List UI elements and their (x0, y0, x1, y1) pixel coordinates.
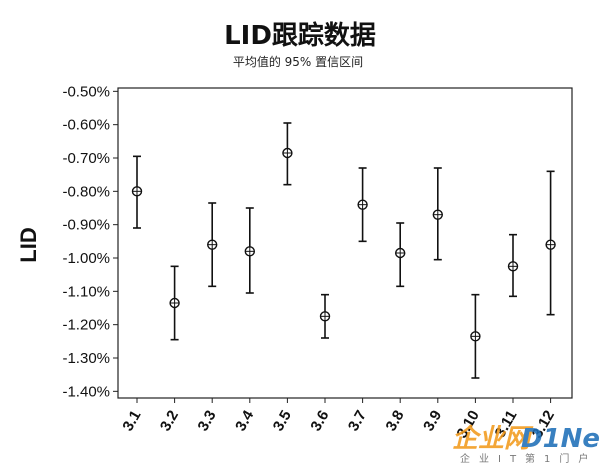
y-tick-label: -0.50% (62, 83, 110, 100)
interval-3.1 (131, 155, 143, 229)
chart-subtitle: 平均值的 95% 置信区间 (233, 54, 363, 69)
x-tick-label: 3.6 (307, 408, 332, 435)
interval-3.8 (395, 222, 406, 288)
y-tick-label: -0.60% (62, 117, 110, 134)
watermark-tagline: 企业IT第1门户 (460, 452, 597, 465)
interval-3.3 (206, 202, 218, 288)
watermark-brand-2: D1Net (521, 424, 600, 454)
y-axis-label: LID (16, 227, 41, 262)
interval-3.5 (282, 122, 293, 186)
x-tick-label: 3.7 (345, 408, 370, 435)
y-tick-label: -0.80% (62, 183, 110, 200)
x-tick-label: 3.1 (119, 408, 144, 435)
x-tick-label: 3.2 (157, 408, 182, 435)
interval-3.9 (432, 167, 443, 261)
y-tick-label: -1.20% (62, 317, 110, 334)
x-tick-label: 3.3 (195, 408, 220, 435)
y-tick-label: -1.30% (62, 350, 110, 367)
y-tick-label: -0.70% (62, 150, 110, 167)
y-tick-label: -1.10% (62, 283, 110, 300)
interval-marks (131, 122, 556, 379)
chart-title: LID跟踪数据 (224, 20, 376, 51)
y-tick-label: -0.90% (62, 217, 110, 234)
interval-3.7 (357, 167, 368, 243)
interval-3.2 (169, 265, 180, 341)
x-tick-label: 3.8 (383, 408, 408, 435)
interval-3.11 (507, 233, 519, 298)
watermark-logo: 企业网 D1Net 企业IT第1门户 (452, 424, 600, 465)
interval-3.4 (244, 207, 256, 294)
y-tick-label: -1.00% (62, 250, 110, 267)
plot-area-frame (117, 87, 573, 399)
x-tick-label: 3.4 (232, 407, 257, 434)
y-axis-ticks: -0.50% -0.60% -0.70% -0.80% -0.90% -1.00% -1.1… (62, 83, 118, 400)
interval-3.10 (470, 293, 481, 379)
x-tick-label: 3.5 (270, 408, 295, 435)
y-tick-label: -1.40% (62, 383, 110, 400)
watermark-brand: 企业网 (452, 424, 534, 454)
interval-3.6 (319, 293, 331, 339)
x-tick-label: 3.9 (420, 408, 445, 435)
interval-3.12 (545, 170, 556, 316)
